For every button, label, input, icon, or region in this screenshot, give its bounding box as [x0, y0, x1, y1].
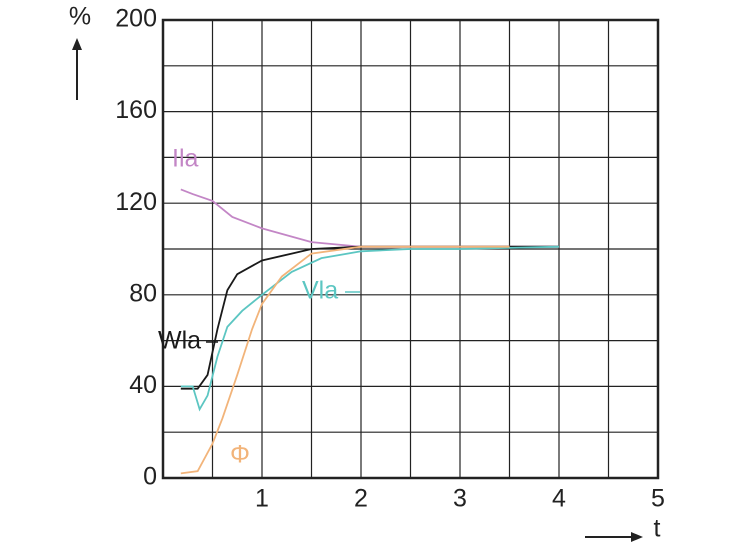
plot-frame — [161, 18, 660, 480]
y-arrowhead — [72, 38, 82, 50]
y-tick-label: 80 — [129, 279, 157, 307]
x-tick-label: 1 — [255, 485, 269, 513]
series-line — [180, 188, 559, 248]
y-tick-label: 200 — [115, 5, 157, 33]
series-line — [180, 245, 559, 390]
series-label: Ila — [172, 145, 199, 173]
x-arrowhead — [631, 532, 643, 542]
x-axis-label: t — [654, 515, 661, 543]
series-label: Wla — [158, 327, 201, 355]
y-tick-label: 0 — [143, 463, 157, 491]
x-tick-label: 3 — [453, 485, 467, 513]
y-axis-label: % — [69, 3, 91, 31]
series-line — [180, 245, 560, 412]
y-tick-label: 40 — [129, 371, 157, 399]
y-tick-label: 120 — [115, 188, 157, 216]
x-tick-label: 5 — [651, 485, 665, 513]
series-label: Φ — [230, 441, 250, 469]
x-tick-label: 4 — [552, 485, 566, 513]
x-tick-label: 2 — [354, 485, 368, 513]
y-tick-label: 160 — [115, 96, 157, 124]
series-line — [180, 245, 510, 475]
series-label: Vla — [302, 277, 338, 305]
